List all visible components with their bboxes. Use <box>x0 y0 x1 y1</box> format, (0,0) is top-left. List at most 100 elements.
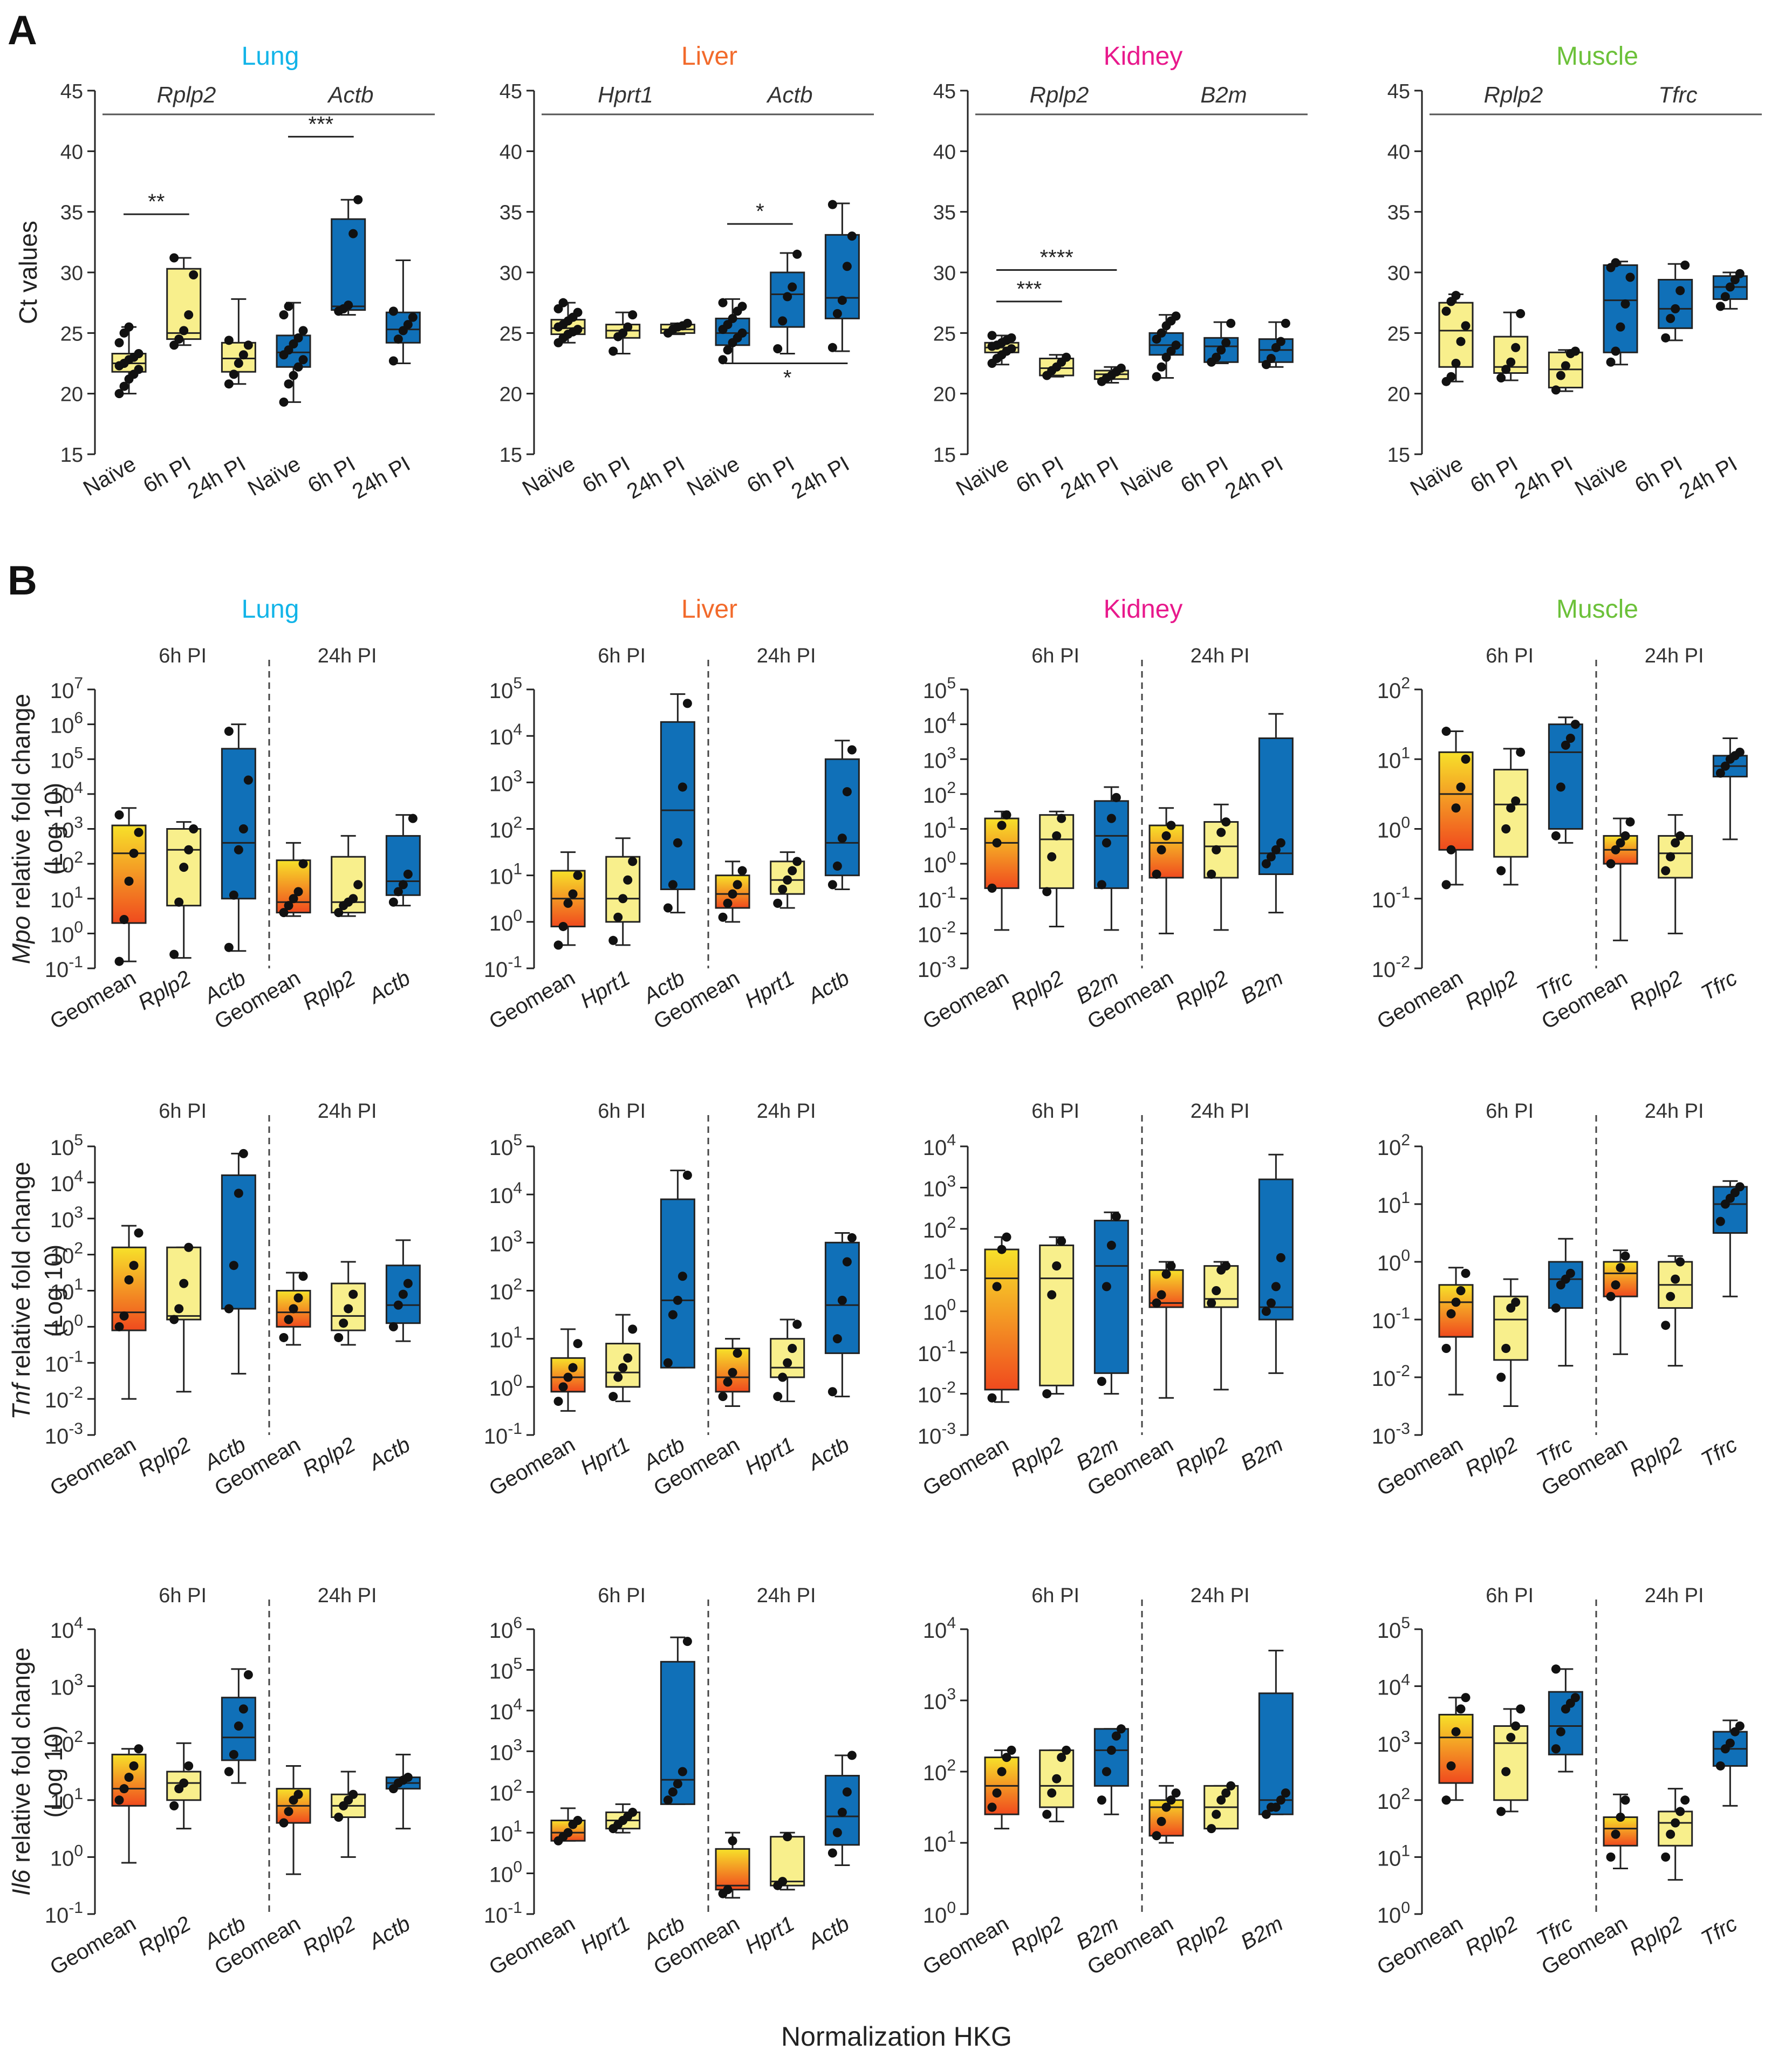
panel-b-mpo-kidney-box-4-point-2 <box>1157 845 1166 855</box>
panel-a-lung-box-4-point-5 <box>298 355 308 365</box>
panel-b-mpo-kidney-box-6-point-3 <box>1271 845 1281 855</box>
panel-a-lung-box-4-point-1 <box>279 397 289 407</box>
panel-b-mpo-liver-timepoint-label-2: 24h PI <box>757 645 816 667</box>
panel-b-mpo-muscle-y-tick-label-3: 100 <box>1377 814 1410 843</box>
panel-b-il6-kidney-box-1-point-1 <box>987 1802 997 1812</box>
panel-a-liver-y-tick-label-20: 20 <box>500 384 522 406</box>
panel-b-tnf-kidney-box-5-point-2 <box>1212 1286 1221 1295</box>
panel-b-tnf-lung-box-5-point-4 <box>348 1289 358 1299</box>
panel-b-tnf-liver-box-1-point-4 <box>568 1363 578 1372</box>
panel-b-tnf-kidney-y-tick-label-4: 100 <box>923 1296 956 1325</box>
panel-b-il6-muscle-box-2-point-3 <box>1506 1733 1516 1742</box>
panel-b-mpo-lung-box-1-point-6 <box>114 810 124 820</box>
panel-b-il6-lung-box-6-point-4 <box>403 1773 413 1782</box>
panel-a-muscle-box-5-point-5 <box>1680 261 1690 270</box>
panel-b-mpo-liver-box-5-point-1 <box>773 898 783 908</box>
panel-a-liver-box-4-point-1 <box>718 355 728 365</box>
panel-b-mpo-liver-box-2-point-1 <box>608 935 618 945</box>
panel-b-il6-kidney-box-6-point-1 <box>1261 1809 1271 1819</box>
panel-b-mpo-muscle-box-2-iqr <box>1493 769 1529 858</box>
panel-b-il6-liver-y-tick-label-5: 103 <box>489 1736 522 1765</box>
panel-b-tnf-liver-box-5-point-5 <box>792 1320 802 1329</box>
panel-b-tnf-muscle-box-4-point-2 <box>1611 1280 1620 1290</box>
panel-b-tnf-muscle-box-4-point-1 <box>1606 1291 1616 1301</box>
panel-a-liver-box-6-iqr <box>824 234 860 319</box>
panel-b-tnf-muscle-y-tick-label-4: 100 <box>1377 1247 1410 1275</box>
panel-b-tnf-muscle-box-6-point-1 <box>1715 1217 1725 1226</box>
panel-b-mpo-muscle-y-tick-label-4: 101 <box>1377 744 1410 773</box>
panel-a-kidney-y-tick-label-20: 20 <box>933 384 956 406</box>
panel-b-tnf-liver-box-2-point-4 <box>623 1353 633 1363</box>
panel-b-mpo-lung-box-6-point-4 <box>403 870 413 879</box>
panel-a-kidney-box-6-point-4 <box>1276 337 1285 346</box>
panel-b-mpo-lung-box-4-point-2 <box>284 901 293 911</box>
panel-b-il6-lung-box-1-point-5 <box>134 1744 143 1754</box>
panel-b-mpo-lung-box-3-point-5 <box>243 775 253 785</box>
panel-a-liver-y-tick-label-35: 35 <box>500 202 522 224</box>
panel-b-tnf-muscle-box-3-iqr <box>1548 1261 1583 1309</box>
panel-a-lung-y-tick-label-25: 25 <box>60 323 83 345</box>
panel-b-mpo-liver-box-4-point-1 <box>718 912 728 922</box>
panel-b-tnf-lung-box-5-point-2 <box>339 1318 348 1328</box>
panel-b-il6-liver-box-3-point-5 <box>682 1637 692 1646</box>
panel-b-liver-title: Liver <box>681 595 737 624</box>
panel-b-tnf-kidney-box-4-point-3 <box>1161 1269 1171 1279</box>
panel-a-muscle-box-2-point-4 <box>1511 343 1521 352</box>
panel-b-mpo-muscle-timepoint-label-1: 6h PI <box>1486 645 1534 667</box>
panel-b-tnf-muscle-box-2-point-1 <box>1496 1372 1506 1382</box>
panel-b-mpo-lung-box-3-point-3 <box>234 845 243 855</box>
panel-b-il6-kidney-box-4-point-1 <box>1152 1831 1161 1841</box>
panel-a-muscle-box-6-point-2 <box>1720 292 1730 302</box>
panel-a-muscle-y-tick-label-35: 35 <box>1387 202 1410 224</box>
panel-b-il6-kidney-y-tick-label-3: 102 <box>923 1757 956 1785</box>
panel-a-muscle-box-4-point-2 <box>1611 346 1620 356</box>
panel-b-tnf-liver-box-5-point-2 <box>778 1372 788 1382</box>
panel-b-tnf-kidney-box-6-point-1 <box>1261 1307 1271 1316</box>
panel-b-il6-lung-box-1-point-2 <box>119 1784 129 1794</box>
panel-a-muscle-box-4-point-4 <box>1620 299 1630 309</box>
panel-b-il6-kidney-y-tick-label-4: 103 <box>923 1685 956 1714</box>
panel-b-mpo-liver-box-1-point-3 <box>563 898 573 908</box>
panel-b-tnf-muscle-box-5-point-3 <box>1671 1274 1680 1284</box>
panel-b-il6-liver-box-6-point-3 <box>837 1807 847 1817</box>
panel-b-mpo-muscle-box-1-point-6 <box>1441 727 1451 736</box>
panel-b-tnf-lung-box-3-point-1 <box>224 1304 234 1314</box>
panel-a-kidney-box-4-point-5 <box>1171 340 1181 350</box>
panel-b-il6-muscle-box-1-point-5 <box>1461 1693 1470 1703</box>
panel-b-muscle-title: Muscle <box>1556 595 1638 624</box>
panel-a-muscle-box-4-point-1 <box>1606 357 1616 367</box>
panel-a-lung-box-4-point-4 <box>293 362 303 372</box>
panel-a-muscle-box-3-point-1 <box>1551 385 1561 395</box>
panel-b-tnf-lung-y-tick-label-9: 105 <box>50 1131 83 1160</box>
panel-b-kidney-title: Kidney <box>1104 595 1183 624</box>
panel-a-kidney-y-tick-label-30: 30 <box>933 262 956 285</box>
panel-b-tnf-lung-box-6-point-3 <box>398 1289 408 1299</box>
panel-b-mpo-liver-box-2-iqr <box>605 856 641 923</box>
panel-b-tnf-liver-box-2-point-2 <box>613 1372 623 1382</box>
panel-a-liver-sig-label-1: * <box>756 200 764 223</box>
panel-b-tnf-kidney-y-tick-label-1: 10-3 <box>918 1420 956 1448</box>
panel-b-il6-lung-box-4-point-2 <box>284 1807 293 1816</box>
panel-b-mpo-muscle-y-tick-label-2: 10-1 <box>1372 884 1410 912</box>
panel-b-il6-liver-y-tick-label-7: 105 <box>489 1655 522 1683</box>
panel-a-kidney-y-tick-label-45: 45 <box>933 80 956 103</box>
panel-b-il6-kidney-box-1-point-5 <box>1007 1745 1016 1755</box>
panel-a-muscle-box-2-point-5 <box>1516 309 1526 318</box>
panel-b-mpo-lung-box-6-iqr <box>385 835 421 896</box>
panel-a-liver-box-1-point-12 <box>558 298 568 307</box>
panel-b-il6-lung-box-1-point-3 <box>124 1773 134 1782</box>
panel-a-liver-group-label-1: Hprt1 <box>598 82 653 107</box>
panel-b-mpo-lung-box-3-point-6 <box>224 727 234 736</box>
panel-b-mpo-lung-box-6-point-1 <box>388 897 398 907</box>
panel-a-liver-box-4-point-2 <box>723 345 733 355</box>
panel-b-mpo-liver-y-tick-label-1: 10-1 <box>484 953 522 982</box>
panel-b-il6-liver-box-6-point-2 <box>832 1828 842 1837</box>
panel-b-tnf-lung-box-6-point-2 <box>393 1300 403 1310</box>
panel-b-il6-lung-y-axis-title: Il6 relative fold change <box>7 1648 35 1896</box>
panel-b-tnf-liver-box-5-point-3 <box>783 1358 792 1368</box>
panel-b-tnf-kidney-box-1-iqr <box>984 1248 1020 1391</box>
panel-b-tnf-lung-box-4-point-5 <box>298 1272 308 1281</box>
panel-b-tnf-liver-y-tick-label-1: 10-1 <box>484 1420 522 1448</box>
panel-b-mpo-kidney-box-6-point-2 <box>1266 852 1276 862</box>
panel-b-il6-lung-box-4-point-4 <box>293 1789 303 1799</box>
